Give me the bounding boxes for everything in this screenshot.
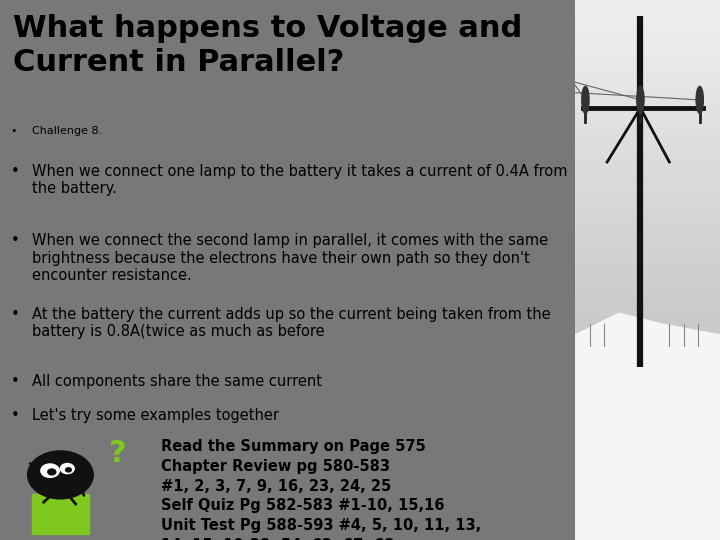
Bar (575, 105, 720, 123)
Bar (575, 298, 720, 316)
Text: •: • (10, 233, 19, 248)
Bar (575, 228, 720, 246)
Text: Chapter Review pg 580-583: Chapter Review pg 580-583 (161, 459, 390, 474)
Bar (575, 140, 720, 158)
Bar (575, 176, 720, 193)
Text: ?: ? (109, 439, 127, 468)
Circle shape (60, 463, 74, 474)
Text: #1, 2, 3, 7, 9, 16, 23, 24, 25: #1, 2, 3, 7, 9, 16, 23, 24, 25 (161, 478, 392, 494)
Text: •: • (10, 164, 19, 179)
Bar (575, 35, 720, 53)
Text: •: • (10, 126, 17, 136)
Bar (575, 193, 720, 211)
Bar (575, 246, 720, 263)
Circle shape (696, 86, 703, 113)
Polygon shape (575, 313, 720, 540)
Bar (575, 281, 720, 298)
Text: •: • (10, 307, 19, 322)
Circle shape (48, 469, 56, 475)
Text: At the battery the current adds up so the current being taken from the
battery i: At the battery the current adds up so th… (32, 307, 550, 339)
Text: Self Quiz Pg 582-583 #1-10, 15,16: Self Quiz Pg 582-583 #1-10, 15,16 (161, 498, 444, 514)
Bar (575, 316, 720, 333)
Text: When we connect one lamp to the battery it takes a current of 0.4A from
the batt: When we connect one lamp to the battery … (32, 164, 567, 197)
Bar (575, 0, 720, 17)
Circle shape (41, 464, 59, 477)
Bar (575, 123, 720, 140)
Circle shape (66, 468, 71, 472)
Text: •: • (10, 408, 19, 423)
Bar (575, 333, 720, 351)
Circle shape (27, 451, 93, 499)
Bar (32, 494, 89, 534)
Text: Unit Test Pg 588-593 #4, 5, 10, 11, 13,: Unit Test Pg 588-593 #4, 5, 10, 11, 13, (161, 518, 482, 533)
Text: What happens to Voltage and
Current in Parallel?: What happens to Voltage and Current in P… (13, 15, 522, 77)
Text: All components share the same current: All components share the same current (32, 374, 322, 389)
Circle shape (636, 86, 644, 113)
Text: When we connect the second lamp in parallel, it comes with the same
brightness b: When we connect the second lamp in paral… (32, 233, 548, 283)
Bar (575, 18, 720, 35)
Circle shape (582, 86, 589, 113)
Bar (575, 52, 720, 70)
Text: Challenge 8.: Challenge 8. (32, 126, 102, 136)
Bar (575, 335, 720, 540)
Bar (575, 158, 720, 176)
Bar (575, 263, 720, 281)
Bar (575, 211, 720, 228)
Text: Read the Summary on Page 575: Read the Summary on Page 575 (161, 439, 426, 454)
Bar (575, 87, 720, 105)
Text: Let's try some examples together: Let's try some examples together (32, 408, 279, 423)
Text: 14, 15, 19-38, 54, 62, 67, 68: 14, 15, 19-38, 54, 62, 67, 68 (161, 538, 395, 540)
Text: •: • (10, 374, 19, 389)
Bar (575, 70, 720, 87)
